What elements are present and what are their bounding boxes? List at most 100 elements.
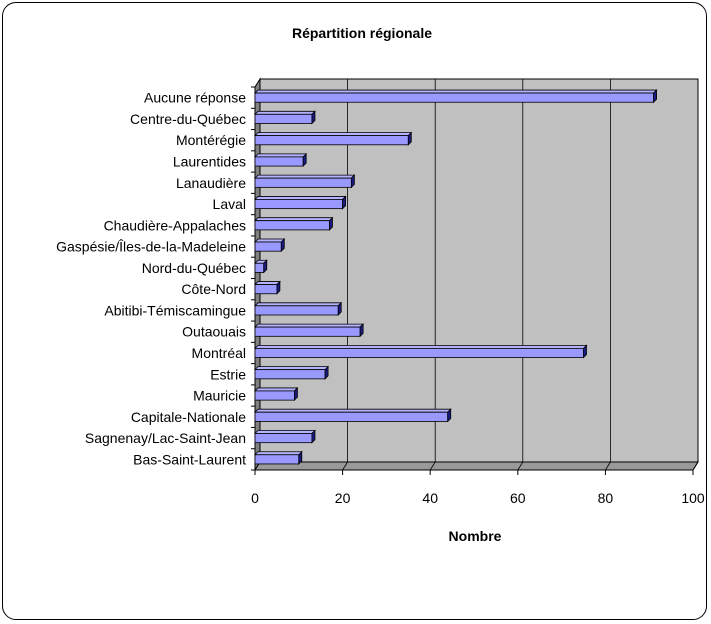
bar-side [298,450,303,465]
bar [254,110,316,125]
bar-front [254,177,352,188]
bar-front [254,305,339,316]
bar [254,301,343,316]
bar-front [254,262,265,273]
bar-front [254,135,409,146]
category-label: Capitale-Nationale [131,409,246,425]
bar [254,89,658,104]
bar-side [276,280,281,295]
bar-side [337,301,342,316]
bar-top [254,238,286,243]
bar-side [324,365,329,380]
bar [254,174,356,189]
bar-side [311,110,316,125]
bar-top [254,110,316,115]
chart-title: Répartition régionale [292,25,432,41]
bar-top [254,387,299,392]
category-labels: Aucune réponse Centre-du-Québec Montérégie… [56,86,255,467]
x-axis-title: Nombre [449,528,502,544]
bar [254,386,299,402]
category-label: Estrie [210,366,246,382]
category-label: Montréal [192,345,246,361]
x-tick-label: 40 [422,490,438,506]
bar [254,238,286,253]
bar-top [254,302,343,307]
bar [254,344,588,359]
category-label: Laval [213,196,246,212]
bar-top [254,89,658,94]
category-label: Mauricie [193,388,246,404]
category-label: Montérégie [176,132,246,148]
gridline-floor [429,461,436,471]
bar-front [254,347,584,358]
bar-top [254,344,588,349]
bar-side [329,216,333,231]
bar-side [350,174,355,189]
gridline-floor [692,461,699,471]
bar-side [583,344,587,359]
plot-floor [254,461,699,471]
bar-front [254,156,304,167]
bar-top [254,323,365,328]
bar [254,280,281,295]
bar-top [254,217,334,222]
bar-side [447,408,452,423]
bar-top [254,174,356,179]
bar-front [254,113,313,124]
x-tick-labels: 0 20 40 60 80 100 [251,470,705,506]
bar-side [302,152,307,168]
bar-front [254,454,300,465]
category-label: Laurentides [173,153,246,169]
bar-front [254,369,326,380]
x-tick-label: 100 [681,490,705,506]
category-label: Centre-du-Québec [130,111,246,127]
bar-side [359,323,364,338]
bar-side [280,238,285,253]
category-label: Lanaudière [176,175,246,191]
category-label: Outaouais [182,324,246,340]
bar [254,216,334,231]
bar [254,429,316,444]
bar-front [254,92,654,103]
bar [254,259,268,274]
bar [254,450,303,465]
bar [254,365,330,380]
category-label: Côte-Nord [181,281,246,297]
bar-side [407,131,412,146]
bar [254,152,308,168]
bar-top [254,430,316,434]
bar-front [254,326,361,337]
bar [254,408,452,423]
bar-front [254,411,449,422]
bar-top [254,132,413,136]
bar-front [254,199,343,210]
bar-front [254,284,278,295]
bar-front [254,390,295,401]
bar-front [254,433,313,444]
category-label: Chaudière-Appalaches [104,217,246,233]
bar-top [254,408,452,413]
bar-side [263,259,268,274]
bar-top [254,281,281,285]
gridline-floor [342,461,348,471]
bar-side [311,429,316,444]
bar-top [254,451,303,456]
bar-top [254,366,330,371]
bar [254,131,413,146]
x-tick-label: 60 [510,490,526,506]
category-label: Abitibi-Témiscamingue [104,302,246,318]
gridline-floor [517,461,524,471]
bars [254,89,658,465]
x-tick-label: 20 [335,490,351,506]
x-tick-label: 0 [251,490,259,506]
category-label: Nord-du-Québec [142,260,246,276]
bar-front [254,241,282,252]
category-label: Sagnenay/Lac-Saint-Jean [85,430,246,446]
bar-side [653,89,657,104]
category-label: Aucune réponse [144,90,246,106]
bar [254,323,365,338]
bar-side [294,386,298,402]
bar-top [254,153,308,158]
category-label: Gaspésie/Îles-de-la-Madeleine [56,239,246,255]
